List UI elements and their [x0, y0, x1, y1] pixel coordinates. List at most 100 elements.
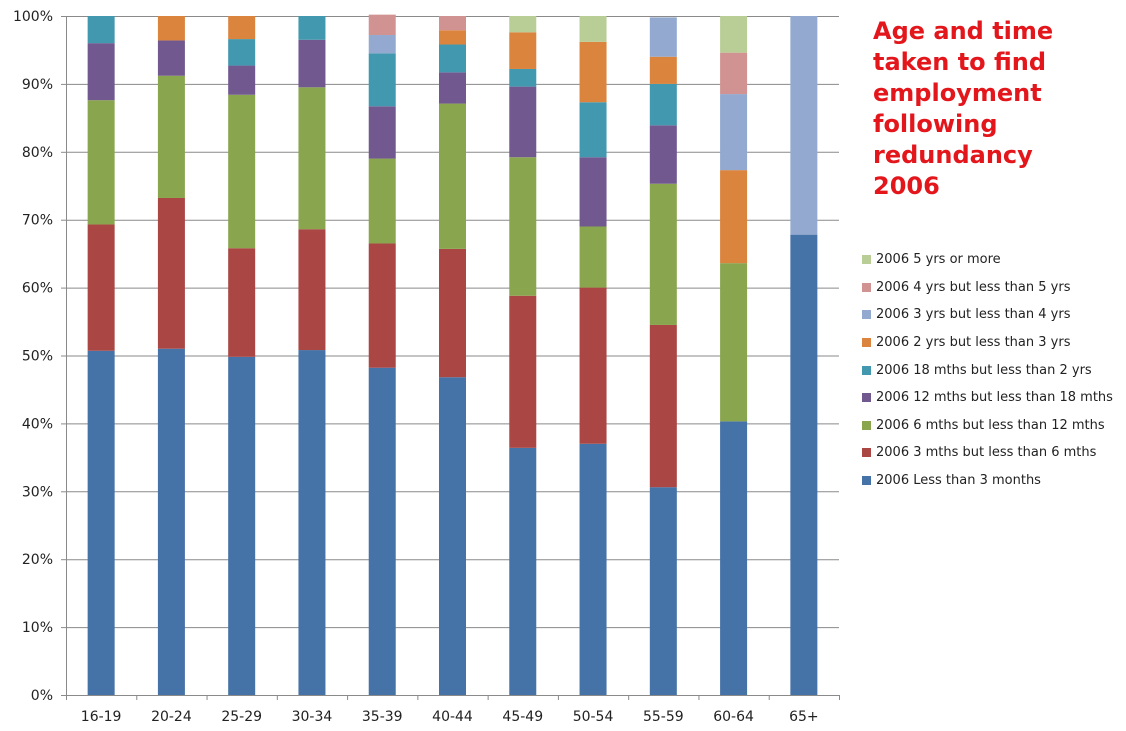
bars: [87, 14, 818, 695]
bar-segment: [579, 157, 607, 227]
bar-segment: [509, 16, 537, 33]
legend-item: 2006 2 yrs but less than 3 yrs: [862, 329, 1122, 357]
legend-item: 2006 3 yrs but less than 4 yrs: [862, 301, 1122, 329]
legend-swatch: [862, 365, 871, 375]
bar-segment: [509, 32, 537, 69]
x-category-label: 35-39: [362, 709, 403, 725]
bar-segment: [368, 367, 396, 695]
bar-segment: [649, 487, 677, 695]
bar-segment: [368, 35, 396, 54]
bar-segment: [439, 72, 466, 104]
bar-segment: [87, 16, 115, 44]
x-category-label: 25-29: [221, 709, 262, 725]
legend-swatch: [862, 338, 871, 348]
y-tick-label: 60%: [22, 281, 53, 297]
bar-segment: [298, 229, 326, 351]
bar-segment: [509, 295, 537, 448]
bar-segment: [720, 263, 748, 422]
bar-segment: [649, 324, 677, 488]
legend-swatch: [862, 476, 871, 486]
x-category-label: 65+: [789, 709, 819, 725]
bar-segment: [157, 75, 185, 198]
bar-segment: [649, 56, 677, 84]
bar-segment: [87, 43, 115, 101]
chart-title: Age and time taken to find employment fo…: [873, 16, 1113, 202]
bar-segment: [790, 16, 818, 235]
legend-swatch: [862, 420, 871, 430]
legend-label: 2006 18 mths but less than 2 yrs: [876, 362, 1092, 378]
x-category-label: 55-59: [643, 709, 684, 725]
bar-segment: [579, 41, 607, 103]
y-tick-label: 100%: [13, 9, 53, 25]
bar-segment: [579, 102, 607, 158]
legend-swatch: [862, 255, 871, 265]
bar-segment: [157, 40, 185, 76]
x-category-label: 30-34: [292, 709, 333, 725]
bar-segment: [439, 103, 466, 249]
bar-segment: [509, 86, 537, 158]
bar-segment: [720, 52, 748, 95]
y-tick-label: 70%: [22, 213, 53, 229]
bar-segment: [720, 94, 748, 171]
y-tick-label: 50%: [22, 349, 53, 365]
bar-segment: [87, 100, 115, 225]
y-tick-label: 30%: [22, 484, 53, 500]
bar-segment: [579, 287, 607, 444]
legend-item: 2006 4 yrs but less than 5 yrs: [862, 274, 1122, 302]
legend-item: 2006 18 mths but less than 2 yrs: [862, 356, 1122, 384]
x-category-label: 50-54: [573, 709, 614, 725]
legend-label: 2006 3 mths but less than 6 mths: [876, 445, 1097, 461]
bar-segment: [157, 16, 185, 41]
bar-segment: [368, 53, 396, 107]
bar-segment: [298, 350, 326, 695]
bar-segment: [649, 17, 677, 57]
y-tick-label: 90%: [22, 77, 53, 93]
legend-label: 2006 5 yrs or more: [876, 252, 1001, 268]
legend-swatch: [862, 310, 871, 320]
bar-segment: [439, 44, 466, 73]
legend-label: 2006 4 yrs but less than 5 yrs: [876, 279, 1071, 295]
chart-title-line: taken to find: [873, 48, 1047, 76]
bar-segment: [228, 94, 256, 249]
y-tick-label: 80%: [22, 145, 53, 161]
x-category-label: 16-19: [81, 709, 122, 725]
bar-segment: [509, 68, 537, 87]
x-category-label: 45-49: [502, 709, 543, 725]
chart-title-line: employment: [873, 79, 1042, 107]
bar-segment: [579, 226, 607, 288]
legend-label: 2006 6 mths but less than 12 mths: [876, 417, 1105, 433]
bar-segment: [649, 83, 677, 126]
bar-segment: [439, 30, 466, 45]
legend-item: 2006 12 mths but less than 18 mths: [862, 384, 1122, 412]
legend-swatch: [862, 282, 871, 292]
bar-segment: [87, 224, 115, 351]
bar-segment: [649, 125, 677, 184]
bar-segment: [298, 87, 326, 230]
bar-segment: [509, 157, 537, 296]
bar-segment: [368, 106, 396, 159]
bar-segment: [720, 170, 748, 264]
bar-segment: [228, 356, 256, 695]
chart-title-line: 2006: [873, 172, 940, 200]
bar-segment: [649, 183, 677, 325]
legend-label: 2006 12 mths but less than 18 mths: [876, 390, 1113, 406]
x-category-label: 60-64: [713, 709, 754, 725]
bar-segment: [368, 14, 396, 36]
bar-segment: [439, 16, 466, 31]
y-tick-label: 0%: [31, 688, 53, 704]
legend-item: 2006 6 mths but less than 12 mths: [862, 412, 1122, 440]
y-tick-label: 10%: [22, 620, 53, 636]
legend-item: 2006 3 mths but less than 6 mths: [862, 439, 1122, 467]
chart-title-line: Age and time: [873, 17, 1054, 45]
bar-segment: [87, 350, 115, 695]
bar-segment: [228, 39, 256, 66]
legend-item: 2006 Less than 3 months: [862, 467, 1122, 495]
bar-segment: [228, 16, 256, 40]
legend-swatch: [862, 448, 871, 458]
bar-segment: [439, 377, 466, 695]
bar-segment: [368, 243, 396, 368]
y-tick-label: 40%: [22, 416, 53, 432]
bar-segment: [228, 65, 256, 95]
bar-segment: [228, 248, 256, 357]
